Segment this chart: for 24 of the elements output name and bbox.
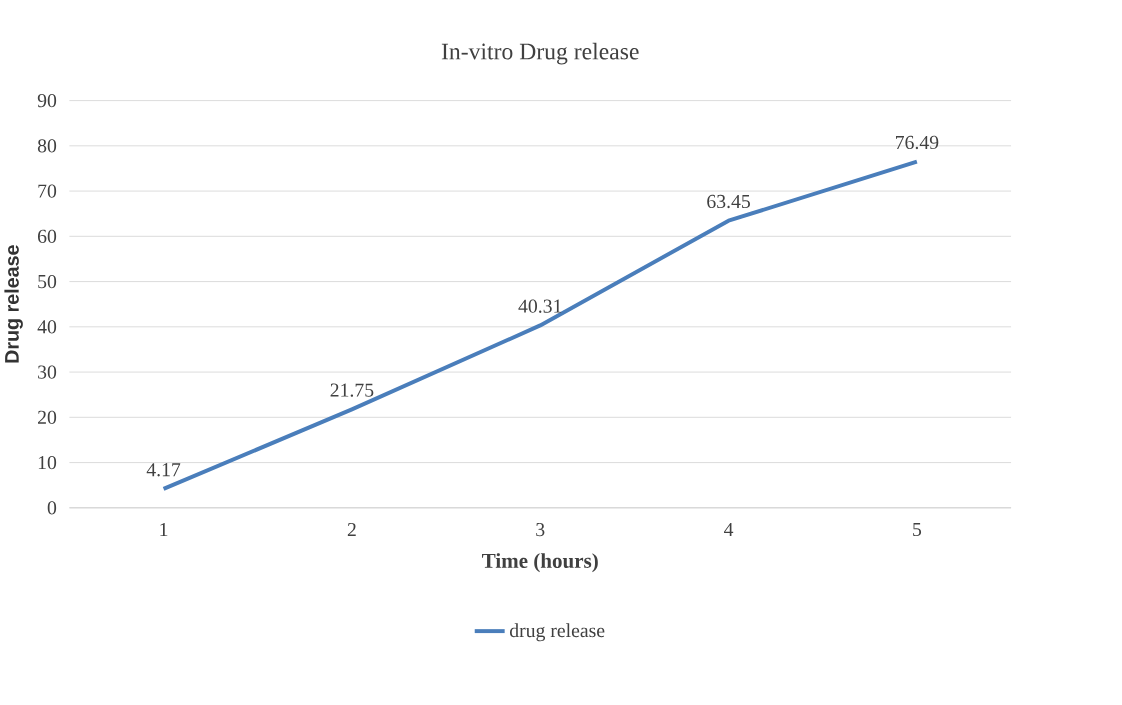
y-tick-label: 20 <box>38 410 57 424</box>
legend-label: drug release <box>509 623 605 642</box>
y-tick-label: 10 <box>38 455 57 470</box>
data-label: 4.17 <box>146 463 181 477</box>
y-tick-label: 90 <box>37 93 57 108</box>
y-tick-label: 0 <box>47 501 57 515</box>
y-tick-label: 30 <box>38 365 57 379</box>
data-label: 63.45 <box>707 194 750 209</box>
y-tick-label: 40 <box>37 320 57 334</box>
x-tick-label: 1 <box>160 522 168 536</box>
x-tick-label: 5 <box>913 522 922 537</box>
y-tick-label: 80 <box>37 139 57 153</box>
y-tick-label: 50 <box>38 274 57 289</box>
data-label: 21.75 <box>330 383 374 397</box>
x-tick-label: 3 <box>536 522 545 537</box>
data-label: 40.31 <box>518 299 562 313</box>
chart-title: In-vitro Drug release <box>441 42 639 65</box>
x-axis-title: Time (hours) <box>482 553 598 573</box>
x-tick-label: 4 <box>724 522 734 536</box>
y-tick-label: 70 <box>38 184 57 198</box>
data-label: 76.49 <box>896 135 939 150</box>
y-axis-title: Drug release <box>4 245 23 363</box>
x-tick-label: 2 <box>347 522 356 537</box>
y-tick-label: 60 <box>37 229 57 243</box>
